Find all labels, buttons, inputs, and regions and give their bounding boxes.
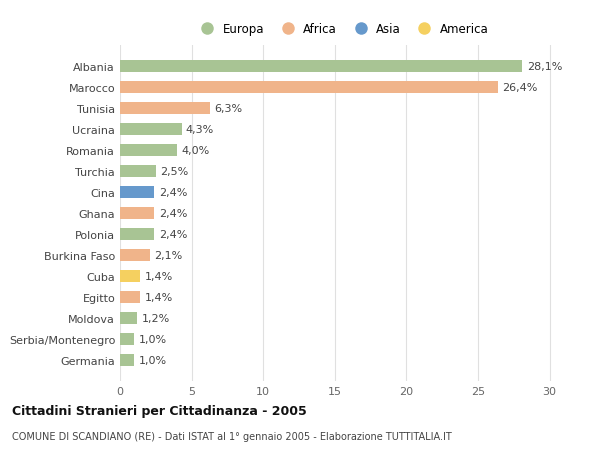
Bar: [120, 291, 140, 303]
Text: COMUNE DI SCANDIANO (RE) - Dati ISTAT al 1° gennaio 2005 - Elaborazione TUTTITAL: COMUNE DI SCANDIANO (RE) - Dati ISTAT al…: [12, 431, 452, 442]
Text: 28,1%: 28,1%: [527, 62, 562, 72]
Bar: [120, 103, 210, 114]
Bar: [120, 187, 154, 198]
Bar: [120, 229, 154, 240]
Text: 6,3%: 6,3%: [215, 104, 242, 114]
Bar: [120, 333, 134, 345]
Bar: [120, 124, 182, 135]
Bar: [120, 207, 154, 219]
Text: 2,4%: 2,4%: [158, 230, 187, 239]
Bar: [120, 313, 137, 324]
Text: 1,0%: 1,0%: [139, 355, 167, 365]
Text: Cittadini Stranieri per Cittadinanza - 2005: Cittadini Stranieri per Cittadinanza - 2…: [12, 404, 307, 417]
Text: 2,1%: 2,1%: [154, 250, 182, 260]
Bar: [120, 82, 498, 94]
Text: 4,0%: 4,0%: [182, 146, 210, 156]
Text: 1,0%: 1,0%: [139, 334, 167, 344]
Text: 4,3%: 4,3%: [186, 125, 214, 134]
Bar: [120, 166, 156, 177]
Text: 2,5%: 2,5%: [160, 167, 188, 177]
Bar: [120, 270, 140, 282]
Text: 1,4%: 1,4%: [145, 271, 173, 281]
Bar: [120, 354, 134, 366]
Bar: [120, 250, 150, 261]
Bar: [120, 61, 523, 73]
Text: 2,4%: 2,4%: [158, 208, 187, 218]
Legend: Europa, Africa, Asia, America: Europa, Africa, Asia, America: [191, 18, 493, 41]
Text: 1,2%: 1,2%: [142, 313, 170, 323]
Bar: [120, 145, 177, 157]
Text: 2,4%: 2,4%: [158, 188, 187, 197]
Text: 26,4%: 26,4%: [502, 83, 538, 93]
Text: 1,4%: 1,4%: [145, 292, 173, 302]
